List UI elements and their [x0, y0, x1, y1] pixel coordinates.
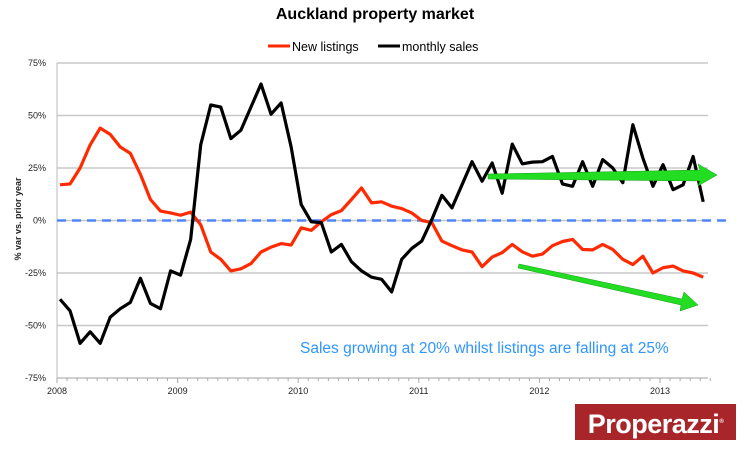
y-tick-label: -75% — [25, 373, 46, 383]
x-tick-label: 2009 — [168, 386, 188, 396]
legend-label: monthly sales — [402, 40, 478, 54]
x-tick-label: 2010 — [288, 386, 308, 396]
series-line-monthly-sales — [58, 82, 705, 345]
x-tick-label: 2008 — [47, 386, 67, 396]
green-arrow-flat-icon — [487, 163, 718, 187]
y-tick-label: -50% — [25, 321, 46, 331]
chart-title: Auckland property market — [275, 6, 475, 23]
y-tick-label: 25% — [28, 163, 46, 173]
y-tick-label: -25% — [25, 268, 46, 278]
y-tick-label: 75% — [28, 58, 46, 68]
x-tick-label: 2012 — [529, 386, 549, 396]
legend-label: New listings — [292, 40, 359, 54]
properazzi-logo: Properazzi® — [575, 404, 736, 440]
y-tick-label: 50% — [28, 111, 46, 121]
green-arrow-down-icon — [517, 263, 699, 312]
x-tick-label: 2011 — [409, 386, 428, 396]
series-line-new-listings — [59, 126, 704, 279]
x-tick-label: 2013 — [650, 386, 670, 396]
annotation-text: Sales growing at 20% whilst listings are… — [300, 340, 669, 357]
y-tick-label: 0% — [33, 216, 46, 226]
logo-text: Properazzi — [587, 409, 720, 439]
